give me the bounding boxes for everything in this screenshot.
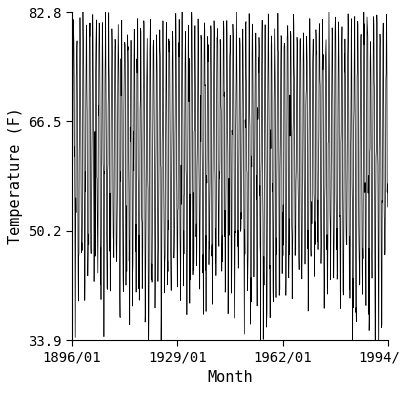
Y-axis label: Temperature (F): Temperature (F): [8, 108, 22, 244]
X-axis label: Month: Month: [207, 370, 253, 385]
